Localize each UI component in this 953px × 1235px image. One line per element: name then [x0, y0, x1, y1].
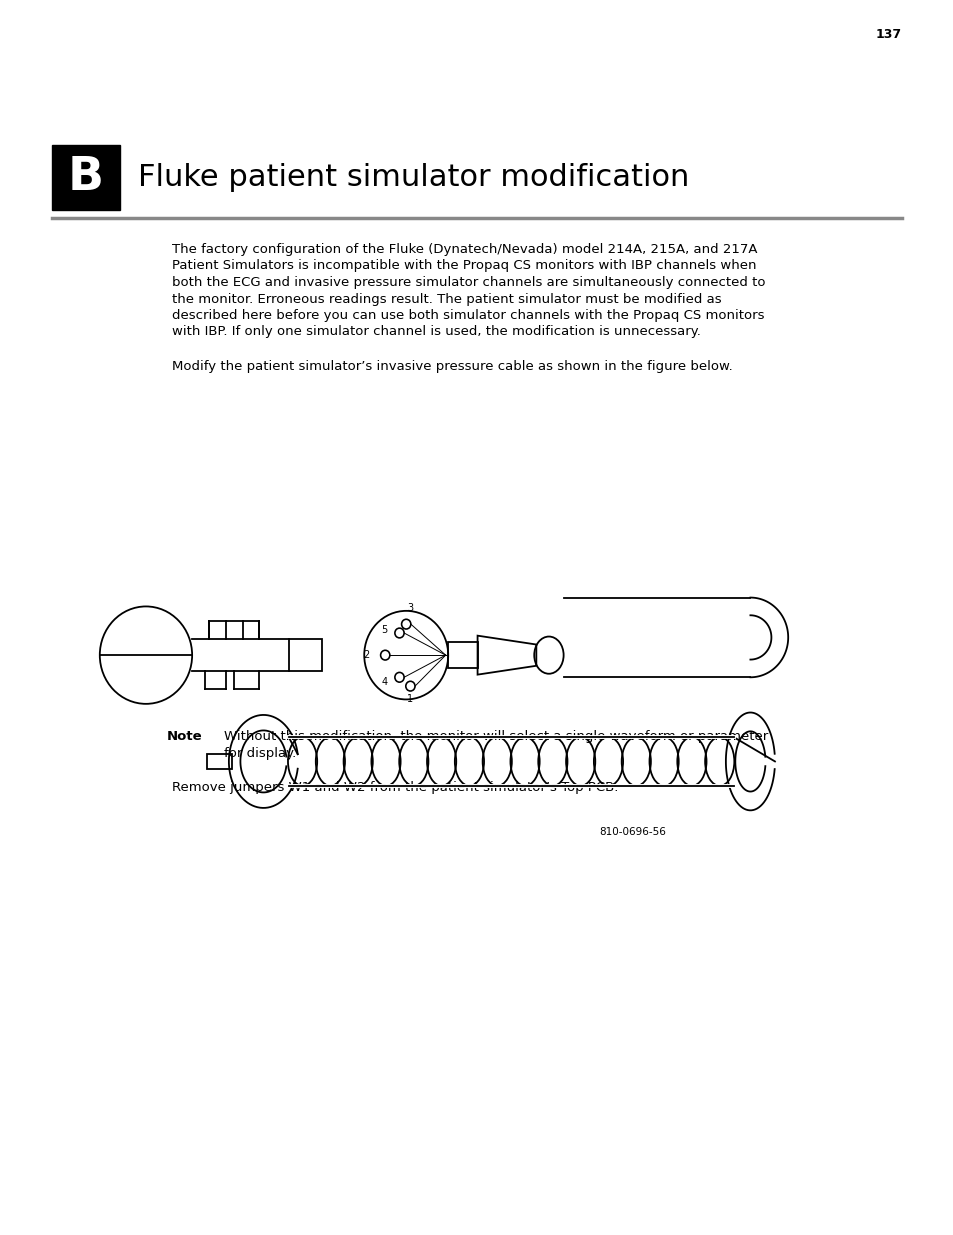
Text: Note: Note — [167, 730, 202, 743]
Bar — [448, 642, 477, 668]
Text: Patient Simulators is incompatible with the Propaq CS monitors with IBP channels: Patient Simulators is incompatible with … — [172, 259, 756, 273]
Text: B: B — [68, 156, 104, 200]
Text: Modify the patient simulator’s invasive pressure cable as shown in the figure be: Modify the patient simulator’s invasive … — [172, 359, 732, 373]
Text: 5: 5 — [381, 625, 387, 635]
Text: 1: 1 — [407, 694, 413, 704]
Text: described here before you can use both simulator channels with the Propaq CS mon: described here before you can use both s… — [172, 309, 763, 322]
Text: Fluke patient simulator modification: Fluke patient simulator modification — [138, 163, 689, 191]
Text: the monitor. Erroneous readings result. The patient simulator must be modified a: the monitor. Erroneous readings result. … — [172, 293, 720, 305]
Text: The factory configuration of the Fluke (Dynatech/Nevada) model 214A, 215A, and 2: The factory configuration of the Fluke (… — [172, 243, 757, 256]
Bar — [52, 144, 120, 210]
Text: Without this modification, the monitor will select a single waveform or paramete: Without this modification, the monitor w… — [224, 730, 767, 743]
Text: with IBP. If only one simulator channel is used, the modification is unnecessary: with IBP. If only one simulator channel … — [172, 326, 700, 338]
Text: 4: 4 — [381, 677, 387, 687]
Text: Remove jumpers W1 and W2 from the patient simulator’s Top PCB.: Remove jumpers W1 and W2 from the patien… — [172, 781, 618, 794]
Text: for display.: for display. — [224, 746, 296, 760]
Text: 2: 2 — [363, 650, 370, 661]
Text: 810-0696-56: 810-0696-56 — [598, 826, 665, 837]
Text: 3: 3 — [407, 603, 413, 614]
Text: both the ECG and invasive pressure simulator channels are simultaneously connect: both the ECG and invasive pressure simul… — [172, 275, 764, 289]
Bar — [289, 640, 322, 671]
Text: 137: 137 — [875, 28, 901, 41]
Bar — [207, 755, 232, 768]
